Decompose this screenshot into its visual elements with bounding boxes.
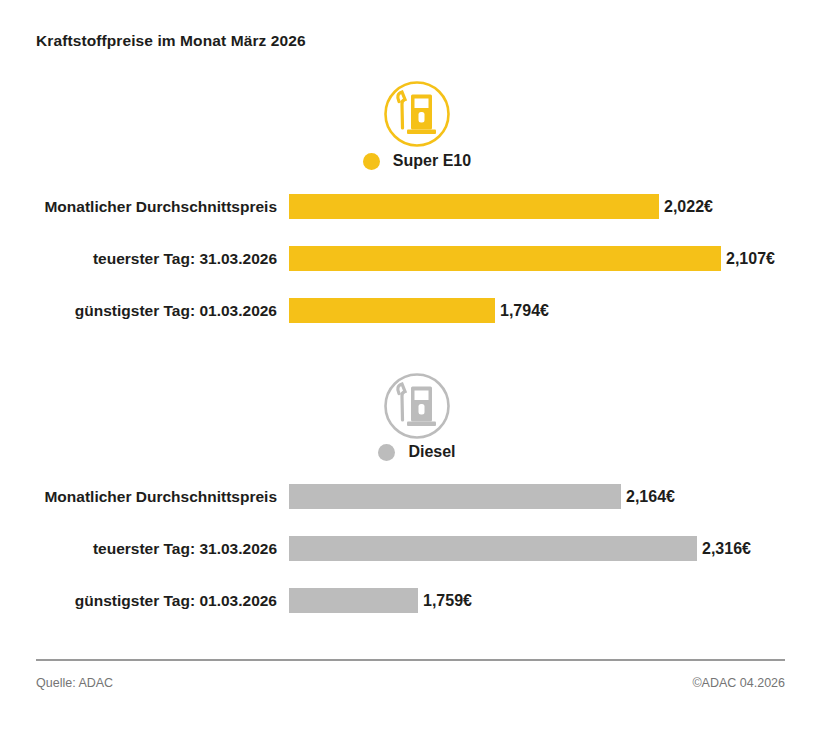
fuel-pump-icon (383, 80, 451, 148)
bar-row-label: teuerster Tag: 31.03.2026 (36, 246, 277, 271)
bar-row-label: günstigster Tag: 01.03.2026 (36, 588, 277, 613)
super-e10-legend-label: Super E10 (393, 152, 471, 170)
bar-super-min (289, 298, 495, 323)
bar-super-max (289, 246, 721, 271)
bar-row-diesel-average: Monatlicher Durchschnittspreis 2,164€ (36, 484, 675, 509)
bar-value: 2,022€ (664, 198, 713, 216)
super-e10-legend: Super E10 (0, 152, 834, 170)
bar-row-label: günstigster Tag: 01.03.2026 (36, 298, 277, 323)
bar-row-label: Monatlicher Durchschnittspreis (36, 484, 277, 509)
bar-value: 2,164€ (626, 488, 675, 506)
bar-value: 1,759€ (423, 592, 472, 610)
diesel-legend-dot (378, 444, 395, 461)
bar-super-average (289, 194, 659, 219)
bar-value: 2,107€ (726, 250, 775, 268)
diesel-legend: Diesel (0, 443, 834, 461)
bar-value: 2,316€ (702, 540, 751, 558)
bar-row-label: Monatlicher Durchschnittspreis (36, 194, 277, 219)
page-title: Kraftstoffpreise im Monat März 2026 (36, 32, 306, 50)
bar-diesel-average (289, 484, 621, 509)
bar-row-super-average: Monatlicher Durchschnittspreis 2,022€ (36, 194, 713, 219)
footer-divider (36, 659, 785, 661)
bar-row-diesel-min: günstigster Tag: 01.03.2026 1,759€ (36, 588, 472, 613)
bar-diesel-min (289, 588, 418, 613)
bar-row-diesel-max: teuerster Tag: 31.03.2026 2,316€ (36, 536, 751, 561)
bar-diesel-max (289, 536, 697, 561)
bar-row-label: teuerster Tag: 31.03.2026 (36, 536, 277, 561)
footer-source: Quelle: ADAC (36, 676, 113, 690)
diesel-legend-label: Diesel (408, 443, 455, 461)
diesel-section-icon (0, 372, 834, 440)
fuel-pump-icon (383, 372, 451, 440)
footer-copyright: ©ADAC 04.2026 (692, 676, 785, 690)
bar-row-super-min: günstigster Tag: 01.03.2026 1,794€ (36, 298, 549, 323)
super-e10-legend-dot (363, 153, 380, 170)
bar-row-super-max: teuerster Tag: 31.03.2026 2,107€ (36, 246, 775, 271)
bar-value: 1,794€ (500, 302, 549, 320)
super-e10-section-icon (0, 80, 834, 148)
infographic-canvas: Kraftstoffpreise im Monat März 2026 Supe… (0, 0, 834, 738)
